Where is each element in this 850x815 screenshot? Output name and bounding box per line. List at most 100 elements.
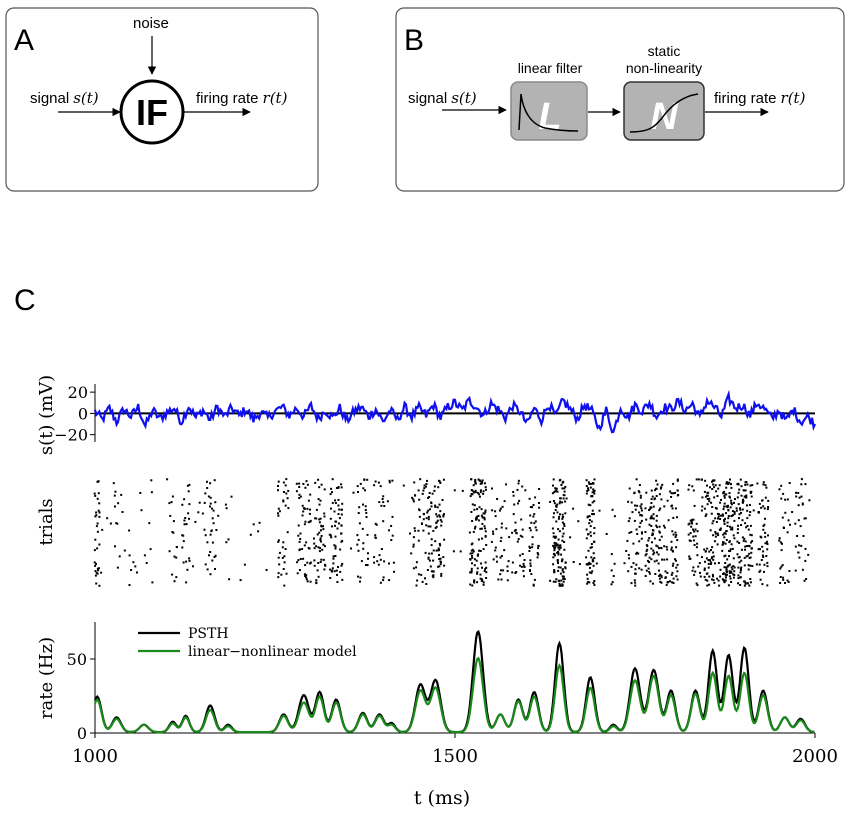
spike-dot [782, 492, 785, 495]
spike-dot [552, 544, 555, 547]
spike-dot [331, 491, 333, 494]
spike-dot [410, 552, 413, 555]
spike-dot [93, 549, 96, 552]
spike-dot [537, 547, 540, 550]
spike-dot [468, 531, 471, 534]
spike-dot [197, 511, 200, 514]
spike-dot [729, 525, 731, 528]
spike-dot [426, 569, 429, 571]
spike-dot [230, 495, 233, 498]
spike-dot [171, 495, 174, 498]
spike-dot [697, 478, 700, 481]
spike-dot [319, 499, 322, 502]
spike-dot [610, 569, 613, 572]
spike-dot [549, 500, 552, 503]
spike-dot [228, 578, 231, 581]
spike-dot [591, 570, 594, 573]
spike-dot [172, 531, 175, 534]
spike-dot [725, 539, 728, 541]
spike-dot [650, 498, 653, 501]
spike-dot [128, 584, 131, 586]
spike-dot [188, 557, 191, 560]
spike-dot [585, 537, 588, 540]
spike-dot [518, 499, 521, 502]
spike-dot [632, 562, 635, 565]
spike-dot [765, 555, 768, 557]
spike-dot [187, 512, 190, 515]
spike-dot [307, 521, 310, 524]
spike-dot [699, 575, 702, 578]
spike-dot [437, 549, 440, 552]
spike-dot [663, 545, 666, 548]
ln-model-trace [93, 656, 815, 734]
spike-dot [725, 486, 728, 489]
spike-dot [552, 535, 555, 538]
spike-dot [331, 525, 333, 528]
spike-dot [374, 536, 377, 539]
spike-dot [717, 562, 720, 564]
spike-dot [96, 530, 99, 533]
spike-dot [184, 517, 187, 519]
spike-dot [563, 523, 566, 525]
spike-dot [759, 548, 761, 551]
spike-dot [388, 481, 391, 484]
spike-dot [434, 504, 437, 507]
spike-dot [298, 497, 301, 499]
spike-dot [778, 539, 781, 542]
spike-dot [737, 582, 739, 585]
spike-dot [562, 580, 565, 583]
spike-dot [480, 562, 483, 565]
spike-dot [672, 492, 675, 495]
spike-dot [470, 571, 473, 574]
spike-dot [477, 538, 480, 541]
spike-dot [744, 582, 747, 585]
spike-dot [666, 581, 669, 584]
spike-dot [442, 556, 445, 559]
spike-dot [653, 537, 656, 540]
spike-dot [432, 570, 435, 573]
spike-dot [555, 578, 558, 581]
spike-dot [587, 481, 590, 484]
rate-plot: 050 1000 1500 2000 rate (Hz) t (ms) PSTH l… [36, 622, 838, 809]
spike-dot [514, 521, 517, 524]
spike-dot [362, 487, 365, 490]
spike-dot [140, 509, 143, 512]
spike-dot [780, 497, 783, 500]
spike-dot [315, 508, 318, 511]
spike-dot [739, 567, 742, 570]
spike-dot [561, 558, 564, 561]
spike-dot [704, 515, 707, 517]
spike-dot [183, 519, 186, 522]
spike-dot [564, 485, 567, 488]
spike-dot [552, 500, 555, 502]
spike-dot [427, 515, 430, 518]
spike-dot [209, 502, 212, 505]
spike-dot [755, 563, 758, 566]
spike-dot [472, 484, 475, 487]
spike-dot [301, 548, 304, 550]
spike-dot [593, 527, 596, 529]
spike-dot [286, 497, 289, 500]
spike-dot [210, 530, 213, 533]
spike-dot [658, 509, 661, 512]
spike-dot [317, 562, 320, 564]
spike-dot [746, 554, 749, 557]
spike-dot [150, 491, 153, 494]
spike-dot [713, 581, 716, 584]
spike-dot [780, 565, 783, 568]
spike-dot [414, 494, 416, 497]
spike-dot [479, 495, 481, 498]
noise-label: noise [133, 15, 169, 32]
spike-dot [557, 569, 560, 572]
spike-dot [670, 540, 673, 543]
spike-dot [656, 526, 659, 529]
spike-dot [726, 521, 729, 524]
spike-dot [494, 510, 497, 513]
spike-dot [710, 557, 713, 560]
spike-dot [363, 478, 366, 481]
spike-dot [725, 505, 728, 508]
spike-dot [331, 567, 334, 570]
spike-dot [192, 565, 194, 568]
spike-dot [728, 549, 730, 552]
panel-b-letter: B [404, 24, 424, 57]
